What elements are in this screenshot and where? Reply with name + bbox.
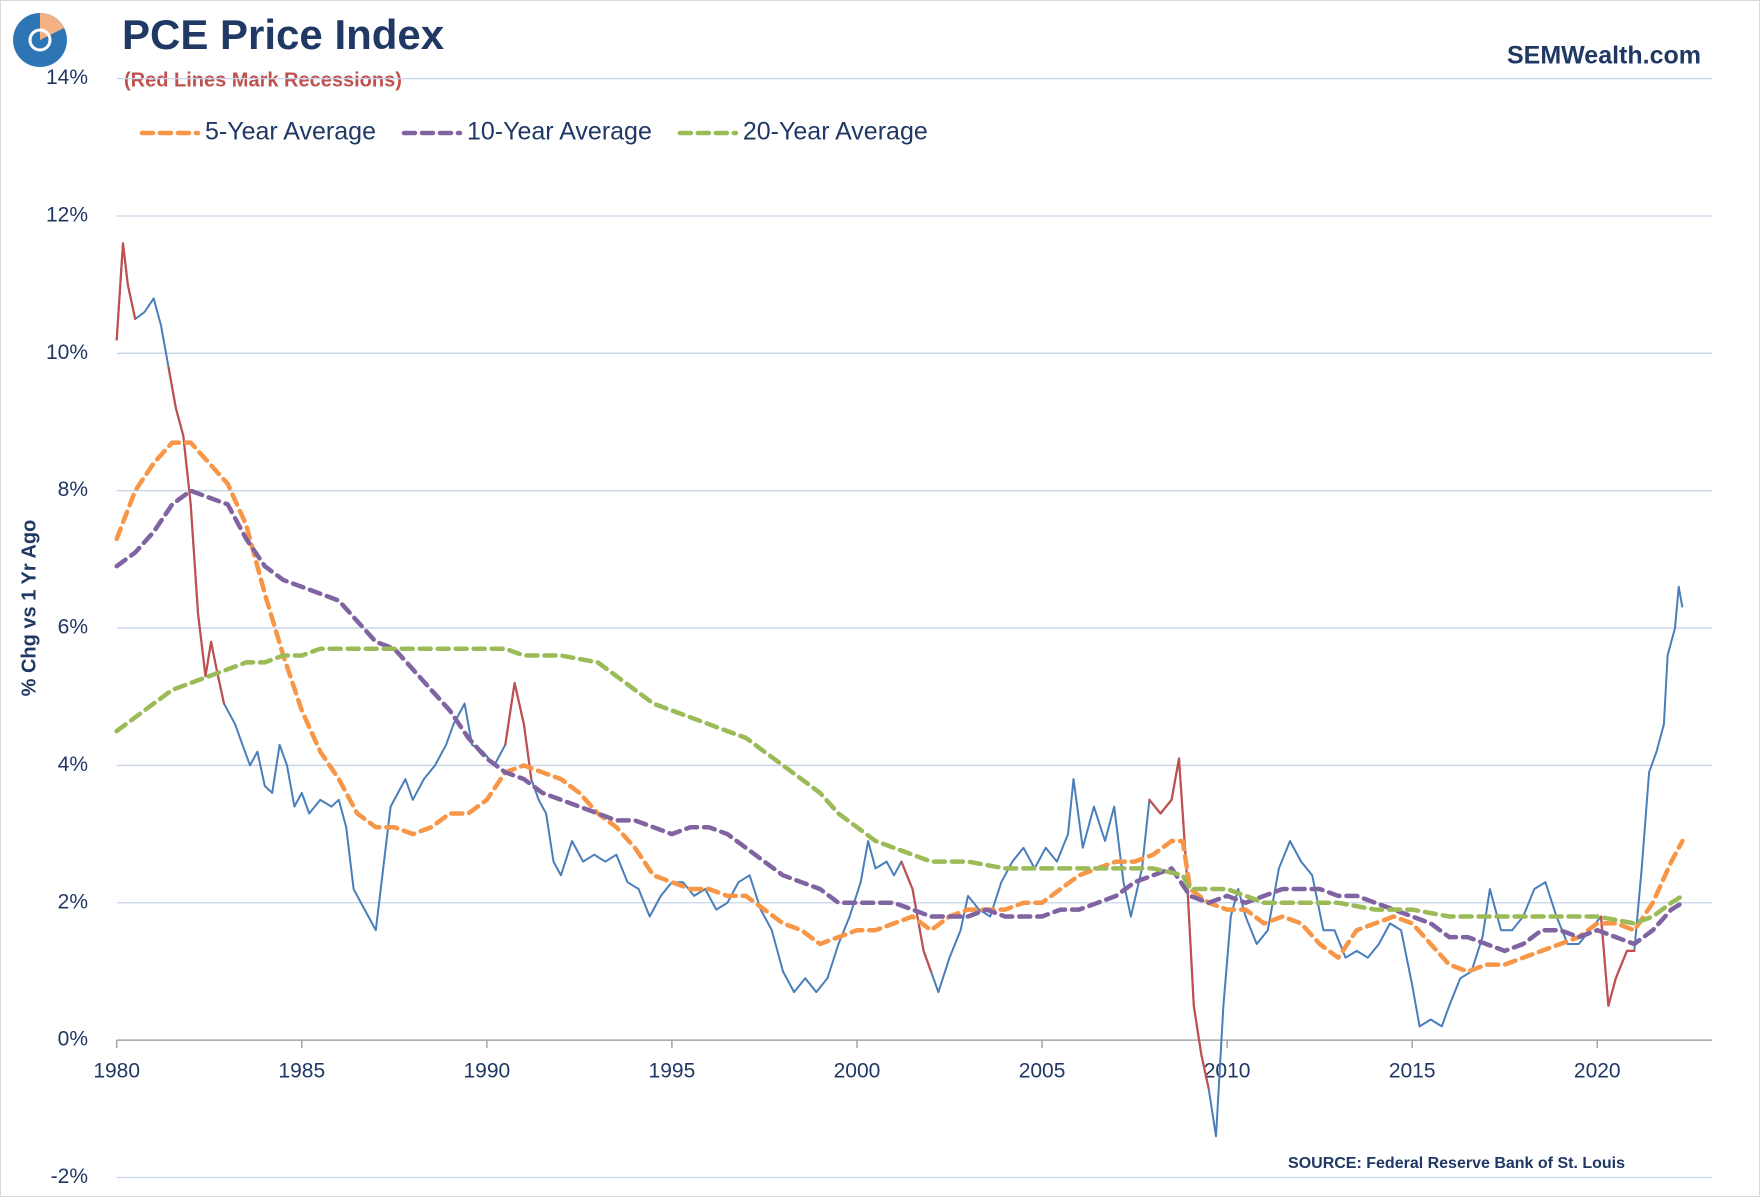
legend-item: 5-Year Average <box>139 118 376 146</box>
x-tick-label: 1990 <box>463 1060 510 1083</box>
average-line <box>114 440 1685 974</box>
pce-line <box>115 242 1684 1138</box>
brand: SEMWealth.com <box>1507 42 1701 70</box>
x-tick-label: 1980 <box>93 1060 140 1083</box>
chart-title: PCE Price Index <box>122 11 445 58</box>
lines <box>114 242 1685 1138</box>
y-tick-label: 14% <box>46 66 88 89</box>
source-note: SOURCE: Federal Reserve Bank of St. Loui… <box>1288 1155 1625 1172</box>
recession-segment <box>1148 757 1210 1090</box>
recession-segment <box>1599 915 1636 1007</box>
y-tick-label: 12% <box>46 204 88 227</box>
y-tick-label: 0% <box>58 1028 88 1051</box>
recession-segment <box>115 242 137 341</box>
average-line <box>114 646 1685 926</box>
legend-label: 5-Year Average <box>205 118 376 146</box>
x-tick-label: 2015 <box>1389 1060 1436 1083</box>
y-tick-label: 6% <box>58 616 88 639</box>
average-line <box>114 488 1685 954</box>
legend-label: 10-Year Average <box>467 118 652 146</box>
legend-label: 20-Year Average <box>743 118 928 146</box>
x-tick-label: 2000 <box>834 1060 881 1083</box>
recession-segment <box>167 366 226 705</box>
logo <box>13 13 67 67</box>
y-tick-label: 10% <box>46 341 88 364</box>
legend-item: 20-Year Average <box>677 118 928 146</box>
x-tick-label: 2020 <box>1574 1060 1621 1083</box>
chart-subtitle: (Red Lines Mark Recessions) <box>124 69 402 91</box>
y-tick-label: -2% <box>51 1165 88 1188</box>
legend-item: 10-Year Average <box>401 118 652 146</box>
x-tick-label: 2005 <box>1019 1060 1066 1083</box>
x-tick-label: 1985 <box>278 1060 325 1083</box>
y-tick-label: 4% <box>58 753 88 776</box>
x-tick-label: 1995 <box>649 1060 696 1083</box>
y-tick-label: 2% <box>58 890 88 913</box>
x-tick-label: 2010 <box>1204 1060 1251 1083</box>
y-axis-label: % Chg vs 1 Yr Ago <box>18 520 40 697</box>
y-tick-label: 8% <box>58 478 88 501</box>
